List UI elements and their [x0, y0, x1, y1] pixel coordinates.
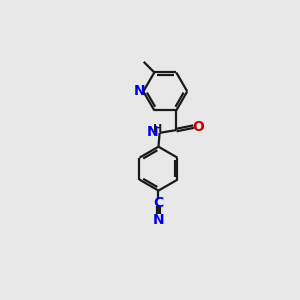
Text: O: O	[192, 120, 204, 134]
Text: N: N	[153, 213, 164, 227]
Text: H: H	[153, 124, 162, 134]
Text: N: N	[146, 125, 158, 139]
Text: N: N	[134, 84, 146, 98]
Text: C: C	[153, 196, 164, 210]
